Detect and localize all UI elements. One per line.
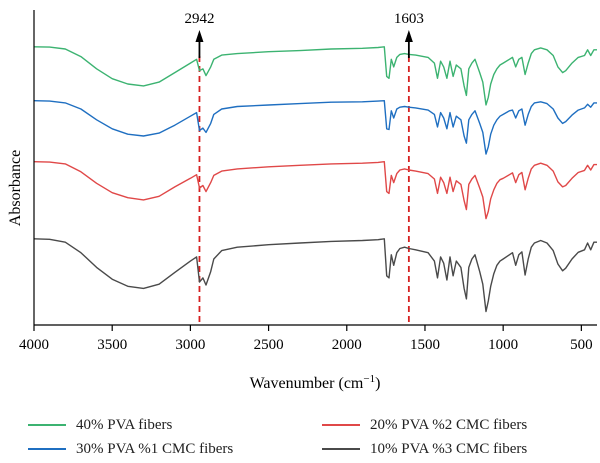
legend-swatch	[322, 424, 360, 426]
arrow-up-icon	[195, 30, 204, 42]
x-tick-label: 1000	[488, 337, 518, 353]
legend-swatch	[28, 448, 66, 450]
legend-item: 40% PVA fibers	[28, 414, 172, 436]
legend-item: 30% PVA %1 CMC fibers	[28, 438, 233, 460]
series-line	[33, 99, 597, 155]
arrow-up-icon	[404, 30, 413, 42]
legend-label: 20% PVA %2 CMC fibers	[370, 416, 528, 433]
x-tick-label: 500	[570, 337, 593, 353]
legend-label: 10% PVA %3 CMC fibers	[370, 440, 528, 457]
series-line	[33, 238, 597, 313]
x-tick-label: 2000	[332, 337, 362, 353]
series-line	[33, 160, 597, 220]
x-axis-label: Wavenumber (cm−1)	[250, 373, 381, 392]
annotation-label: 2942	[184, 11, 214, 27]
annotation-label: 1603	[394, 11, 424, 27]
x-tick-label: 1500	[410, 337, 440, 353]
legend-swatch	[28, 424, 66, 426]
legend-item: 10% PVA %3 CMC fibers	[322, 438, 527, 460]
annotations: 2942 1603	[184, 11, 424, 58]
legend-item: 20% PVA %2 CMC fibers	[322, 414, 527, 436]
x-tick-label: 3500	[97, 337, 127, 353]
x-tick-label: 3000	[175, 337, 205, 353]
legend: 40% PVA fibers 30% PVA %1 CMC fibers 20% P…	[0, 412, 600, 463]
x-tick-label: 2500	[254, 337, 284, 353]
ftir-chart: 4000 3500 3000 2500 2000 1500 1000 500 Wavenumb…	[7, 10, 597, 392]
x-ticks: 4000 3500 3000 2500 2000 1500 1000 500	[19, 325, 593, 353]
legend-label: 40% PVA fibers	[76, 416, 173, 433]
reference-lines	[198, 56, 410, 325]
series-group	[33, 46, 597, 313]
y-axis-label: Absorbance	[7, 150, 24, 226]
legend-label: 30% PVA %1 CMC fibers	[76, 440, 234, 457]
legend-swatch	[322, 448, 360, 450]
series-line	[33, 46, 597, 106]
x-tick-label: 4000	[19, 337, 49, 353]
